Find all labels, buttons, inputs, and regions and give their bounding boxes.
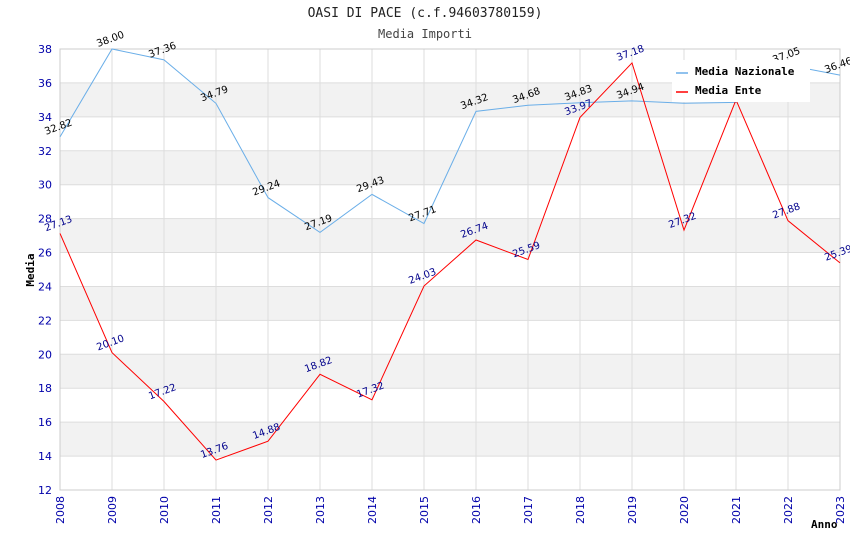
x-tick-label: 2009 <box>106 496 119 524</box>
x-tick-label: 2008 <box>54 496 67 524</box>
data-label-nazionale: 36.46 <box>823 56 850 76</box>
grid-lines <box>59 48 841 491</box>
series-lines <box>59 48 841 461</box>
series-line-nazionale <box>59 48 841 234</box>
legend-box <box>672 60 810 102</box>
x-tick-label: 2022 <box>782 496 795 524</box>
data-label-ente: 37.18 <box>615 44 646 64</box>
y-tick-label: 32 <box>38 145 52 158</box>
y-tick-label: 26 <box>38 247 52 260</box>
chart-subtitle: Media Importi <box>378 27 472 41</box>
series-line-ente <box>59 61 841 461</box>
x-tick-label: 2011 <box>210 496 223 524</box>
y-tick-label: 14 <box>38 450 52 463</box>
x-tick-label: 2020 <box>678 496 691 524</box>
grid-band <box>60 422 840 457</box>
x-axis-label: Anno <box>811 518 838 531</box>
data-label-ente: 24.03 <box>407 267 438 287</box>
y-tick-label: 38 <box>38 43 52 56</box>
plot-frame <box>59 48 841 491</box>
grid-band <box>60 286 840 321</box>
y-tick-label: 34 <box>38 111 52 124</box>
x-tick-label: 2017 <box>522 496 535 524</box>
x-tick-label: 2013 <box>314 496 327 524</box>
data-label-nazionale: 37.36 <box>147 41 178 61</box>
y-tick-label: 12 <box>38 484 52 497</box>
chart-title: OASI DI PACE (c.f.94603780159) <box>307 6 543 21</box>
x-tick-label: 2010 <box>158 496 171 524</box>
data-label-nazionale: 38.00 <box>95 30 126 50</box>
grid-bands <box>60 82 840 457</box>
x-tick-label: 2015 <box>418 496 431 524</box>
y-axis-ticks: 12 14 16 18 20 22 24 26 28 30 32 34 36 38 <box>38 43 52 497</box>
x-tick-label: 2019 <box>626 496 639 524</box>
y-tick-label: 24 <box>38 280 52 293</box>
grid-band <box>60 354 840 389</box>
y-tick-label: 20 <box>38 348 52 361</box>
legend: Media Nazionale Media Ente <box>672 60 810 102</box>
x-axis-ticks: 2008 2009 2010 2011 2012 2013 2014 2015 2016 2017… <box>54 496 847 524</box>
x-tick-label: 2021 <box>730 496 743 524</box>
x-tick-label: 2012 <box>262 496 275 524</box>
y-tick-label: 30 <box>38 179 52 192</box>
grid-band <box>60 218 840 253</box>
x-tick-label: 2018 <box>574 496 587 524</box>
x-tick-label: 2023 <box>834 496 847 524</box>
y-tick-label: 18 <box>38 382 52 395</box>
legend-label-ente: Media Ente <box>695 84 762 97</box>
x-tick-label: 2016 <box>470 496 483 524</box>
y-axis-label: Media <box>24 253 37 286</box>
x-tick-label: 2014 <box>366 496 379 524</box>
y-tick-label: 36 <box>38 77 52 90</box>
legend-label-nazionale: Media Nazionale <box>695 65 795 78</box>
y-tick-label: 28 <box>38 213 52 226</box>
y-tick-label: 16 <box>38 416 52 429</box>
y-tick-label: 22 <box>38 314 52 327</box>
